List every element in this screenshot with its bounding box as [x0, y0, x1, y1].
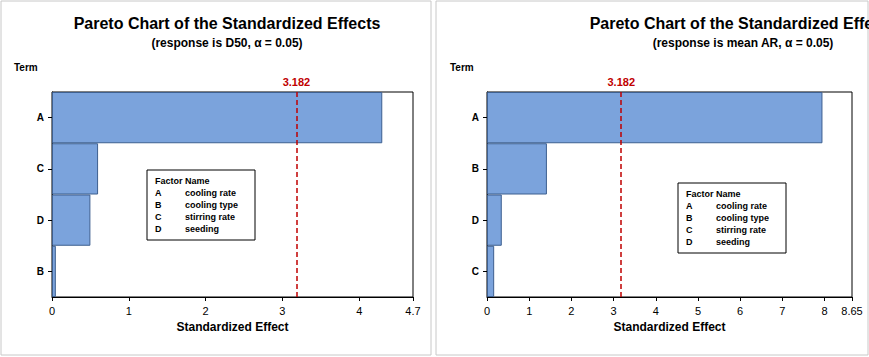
svg-text:cooling type: cooling type — [185, 200, 238, 210]
svg-text:1: 1 — [126, 305, 132, 317]
svg-text:C: C — [155, 212, 162, 222]
svg-text:2: 2 — [203, 305, 209, 317]
svg-text:A: A — [472, 112, 479, 123]
svg-text:6: 6 — [737, 305, 743, 317]
svg-text:D: D — [155, 224, 162, 234]
svg-text:D: D — [686, 237, 693, 247]
svg-text:3.182: 3.182 — [283, 76, 311, 88]
svg-text:B: B — [155, 200, 162, 210]
svg-text:Factor: Factor — [686, 189, 714, 199]
svg-text:Term: Term — [14, 62, 38, 73]
svg-text:A: A — [155, 188, 162, 198]
svg-text:7: 7 — [779, 305, 785, 317]
svg-text:B: B — [686, 213, 693, 223]
svg-text:(response is mean AR, α = 0.05: (response is mean AR, α = 0.05) — [653, 36, 834, 50]
svg-text:(response is D50, α = 0.05): (response is D50, α = 0.05) — [151, 36, 302, 50]
svg-text:D: D — [472, 215, 479, 226]
svg-text:seeding: seeding — [716, 237, 750, 247]
svg-text:Pareto Chart of the Standardiz: Pareto Chart of the Standardized Effects — [590, 15, 869, 32]
svg-text:Standardized Effect: Standardized Effect — [176, 320, 288, 334]
svg-text:3: 3 — [279, 305, 285, 317]
svg-text:0: 0 — [49, 305, 55, 317]
svg-text:Pareto Chart of the Standardiz: Pareto Chart of the Standardized Effects — [74, 15, 381, 32]
svg-text:C: C — [686, 225, 693, 235]
svg-text:C: C — [472, 266, 479, 277]
svg-text:1: 1 — [526, 305, 532, 317]
svg-text:cooling type: cooling type — [716, 213, 769, 223]
svg-text:8.65: 8.65 — [841, 305, 862, 317]
svg-text:Factor: Factor — [155, 176, 183, 186]
svg-text:4: 4 — [653, 305, 659, 317]
svg-text:Name: Name — [716, 189, 741, 199]
svg-text:C: C — [37, 163, 44, 174]
svg-text:8: 8 — [822, 305, 828, 317]
svg-text:4: 4 — [356, 305, 362, 317]
svg-text:cooling rate: cooling rate — [185, 188, 236, 198]
svg-text:3.182: 3.182 — [608, 76, 636, 88]
svg-text:4.7: 4.7 — [405, 305, 420, 317]
svg-text:5: 5 — [695, 305, 701, 317]
svg-text:A: A — [37, 112, 44, 123]
svg-text:cooling rate: cooling rate — [716, 201, 767, 211]
svg-text:seeding: seeding — [185, 224, 219, 234]
svg-text:stirring rate: stirring rate — [185, 212, 235, 222]
svg-text:Term: Term — [450, 62, 474, 73]
svg-text:Standardized Effect: Standardized Effect — [613, 320, 725, 334]
svg-text:A: A — [686, 201, 693, 211]
svg-text:Name: Name — [185, 176, 210, 186]
svg-text:B: B — [472, 163, 479, 174]
svg-text:stirring rate: stirring rate — [716, 225, 766, 235]
svg-text:3: 3 — [611, 305, 617, 317]
svg-text:2: 2 — [568, 305, 574, 317]
svg-text:0: 0 — [484, 305, 490, 317]
svg-text:D: D — [37, 215, 44, 226]
svg-text:B: B — [37, 266, 44, 277]
